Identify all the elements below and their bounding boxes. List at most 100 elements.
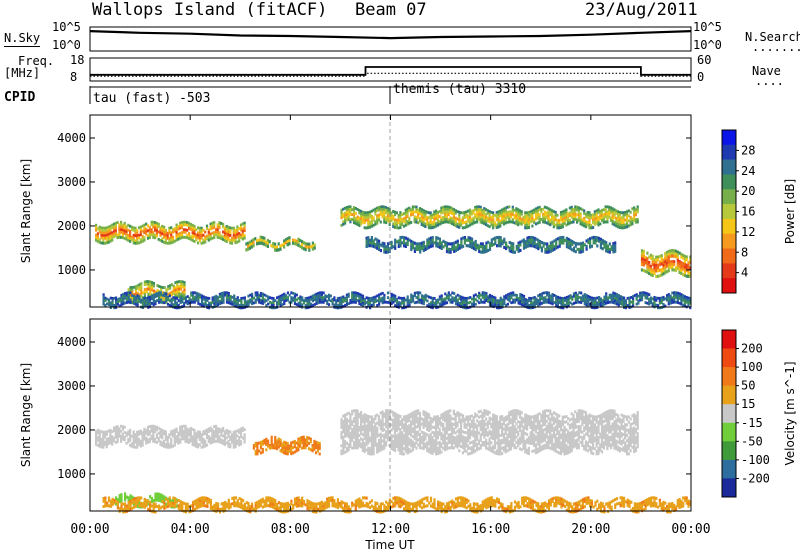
heatmap-cell xyxy=(519,302,522,306)
heatmap-cell xyxy=(529,210,532,214)
heatmap-cell xyxy=(145,439,148,443)
heatmap-cell xyxy=(458,417,461,421)
heatmap-cell xyxy=(651,263,654,267)
heatmap-cell xyxy=(240,306,243,310)
heatmap-cell xyxy=(560,241,563,245)
heatmap-cell xyxy=(239,430,243,433)
heatmap-cell xyxy=(320,298,323,302)
heatmap-cell xyxy=(274,299,277,302)
heatmap-cell xyxy=(168,226,171,230)
heatmap-cell xyxy=(424,419,427,422)
heatmap-cell xyxy=(344,214,347,218)
heatmap-cell xyxy=(175,233,178,237)
heatmap-cell xyxy=(377,420,381,424)
heatmap-cell xyxy=(183,288,186,292)
heatmap-cell xyxy=(442,205,445,209)
heatmap-cell xyxy=(413,413,416,417)
heatmap-cell xyxy=(177,439,180,443)
heatmap-cell xyxy=(629,223,632,227)
heatmap-cell xyxy=(440,301,443,305)
heatmap-cell xyxy=(192,300,195,304)
heatmap-cell xyxy=(551,243,554,247)
heatmap-cell xyxy=(177,434,180,437)
heatmap-cell xyxy=(232,239,235,243)
heatmap-cell xyxy=(148,228,151,232)
heatmap-cell xyxy=(536,214,539,217)
heatmap-cell xyxy=(283,443,286,447)
heatmap-cell xyxy=(658,263,661,267)
heatmap-cell xyxy=(109,229,112,233)
heatmap-cell xyxy=(458,420,461,424)
heatmap-cell xyxy=(261,238,264,243)
heatmap-cell xyxy=(349,444,352,448)
heatmap-cell xyxy=(306,438,309,442)
heatmap-cell xyxy=(581,297,585,300)
heatmap-cell xyxy=(424,225,427,228)
heatmap-cell xyxy=(100,228,103,232)
heatmap-cell xyxy=(180,221,184,224)
heatmap-cell xyxy=(463,449,466,453)
heatmap-cell xyxy=(202,297,205,301)
heatmap-cell xyxy=(619,302,622,305)
heatmap-cell xyxy=(399,244,402,248)
heatmap-cell xyxy=(383,250,386,254)
heatmap-cell xyxy=(207,435,210,438)
heatmap-cell xyxy=(406,443,409,447)
heatmap-cell xyxy=(422,297,425,301)
heatmap-cell xyxy=(156,299,159,302)
heatmap-cell xyxy=(410,210,413,214)
heatmap-cell xyxy=(604,210,607,214)
heatmap-cell xyxy=(456,440,459,444)
heatmap-cell xyxy=(367,441,370,445)
heatmap-cell xyxy=(401,426,404,429)
heatmap-cell xyxy=(132,294,136,298)
heatmap-cell xyxy=(356,294,359,298)
heatmap-cell xyxy=(662,303,665,306)
heatmap-cell xyxy=(385,430,388,434)
heatmap-cell xyxy=(456,225,459,229)
heatmap-cell xyxy=(476,243,479,247)
heatmap-cell xyxy=(311,444,314,447)
heatmap-cell xyxy=(463,211,466,214)
heatmap-cell xyxy=(524,298,527,301)
heatmap-cell xyxy=(443,448,447,452)
heatmap-cell xyxy=(406,414,409,418)
heatmap-cell xyxy=(383,213,386,216)
heatmap-cell xyxy=(342,443,345,447)
heatmap-cell xyxy=(105,238,108,242)
heatmap-cell xyxy=(222,434,225,438)
heatmap-cell xyxy=(408,442,411,446)
heatmap-cell xyxy=(137,233,141,237)
heatmap-cell xyxy=(424,413,427,417)
heatmap-cell xyxy=(160,285,163,289)
heatmap-cell xyxy=(311,304,314,307)
heatmap-cell xyxy=(193,235,196,238)
heatmap-cell xyxy=(483,293,486,297)
heatmap-cell xyxy=(562,238,565,242)
heatmap-cell xyxy=(642,255,645,259)
heatmap-cell xyxy=(127,288,130,292)
heatmap-cell xyxy=(658,260,661,264)
heatmap-cell xyxy=(134,438,137,442)
heatmap-cell xyxy=(385,441,388,444)
heatmap-cell xyxy=(367,420,370,424)
heatmap-cell xyxy=(492,237,495,241)
heatmap-cell xyxy=(386,409,389,413)
heatmap-cell xyxy=(513,300,517,304)
heatmap-cell xyxy=(354,430,357,434)
heatmap-cell xyxy=(238,299,241,302)
heatmap-cell xyxy=(363,423,366,427)
heatmap-cell xyxy=(131,296,134,300)
heatmap-cell xyxy=(134,231,137,235)
heatmap-cell xyxy=(440,219,443,223)
heatmap-cell xyxy=(452,446,455,450)
heatmap-cell xyxy=(657,266,660,270)
heatmap-cell xyxy=(635,295,638,299)
heatmap-cell xyxy=(345,296,348,299)
heatmap-cell xyxy=(163,291,166,295)
heatmap-cell xyxy=(413,421,416,424)
heatmap-cell xyxy=(522,215,525,219)
heatmap-cell xyxy=(497,220,500,224)
heatmap-cell xyxy=(136,303,139,307)
heatmap-cell xyxy=(377,417,381,421)
